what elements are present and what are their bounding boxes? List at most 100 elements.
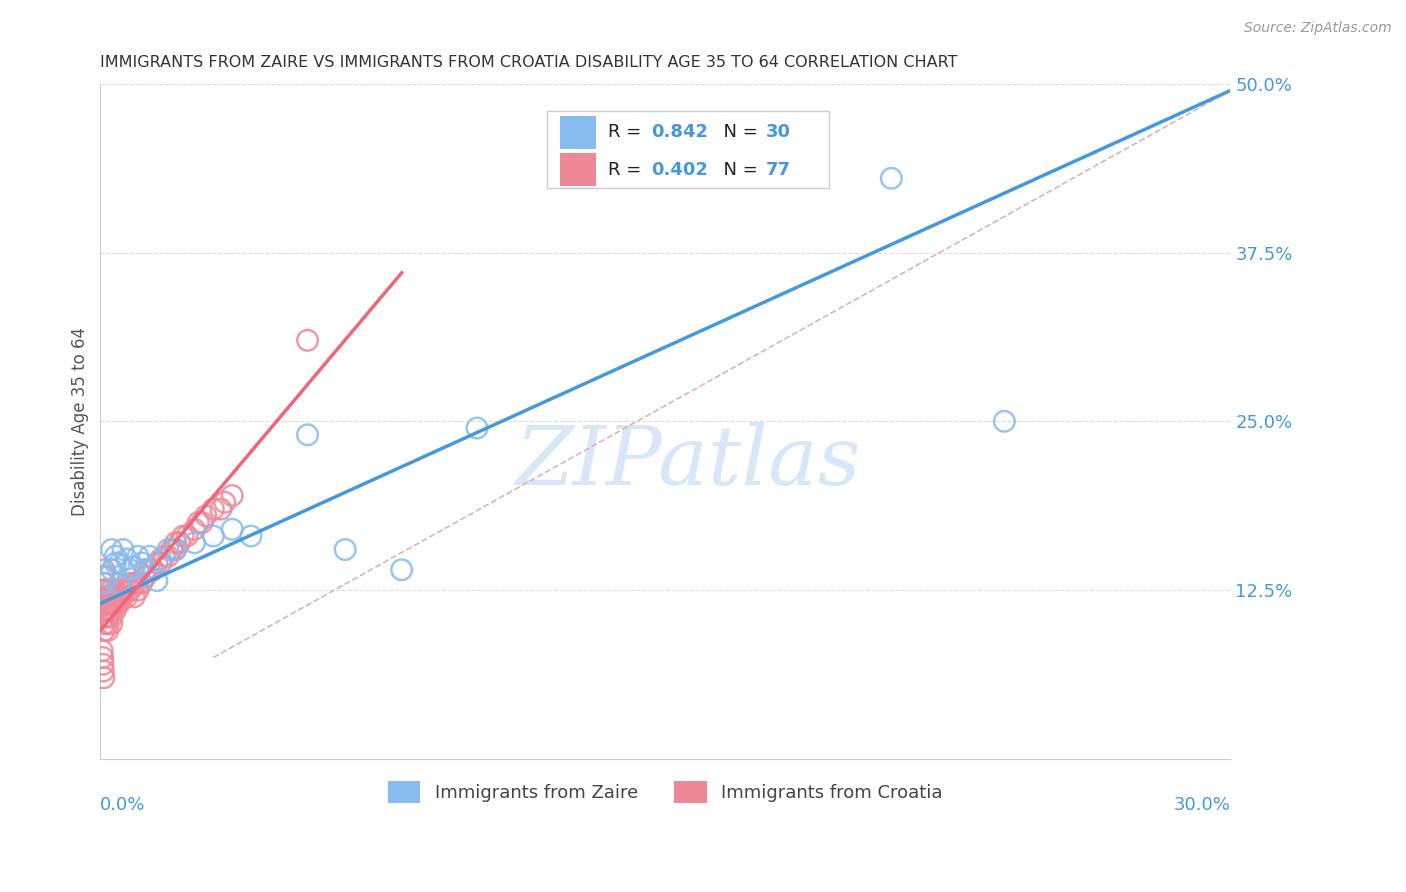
Point [183,522,205,536]
Point [127,582,149,597]
Point [297,333,319,347]
Point [108,582,131,597]
Point [98,590,121,604]
Point [97,590,120,604]
Point [135,569,157,583]
Point [172,529,194,543]
Text: R =: R = [607,161,647,178]
Text: 30.0%: 30.0% [1174,796,1230,814]
Point [165,536,187,550]
Point [391,563,413,577]
Point [108,556,131,570]
Point [191,516,214,530]
Point [94,603,117,617]
Point [104,549,127,564]
Point [115,552,138,566]
Point [120,582,142,597]
Point [93,582,115,597]
Point [214,495,236,509]
Point [111,582,134,597]
Point [153,549,176,564]
Point [104,597,127,611]
Point [100,542,122,557]
Point [93,569,115,583]
Point [110,590,132,604]
Point [93,563,115,577]
Text: Source: ZipAtlas.com: Source: ZipAtlas.com [1244,21,1392,35]
FancyBboxPatch shape [560,116,596,149]
Point [111,542,134,557]
Point [100,590,122,604]
Point [122,590,145,604]
Point [97,582,120,597]
Point [993,414,1015,428]
Text: IMMIGRANTS FROM ZAIRE VS IMMIGRANTS FROM CROATIA DISABILITY AGE 35 TO 64 CORRELA: IMMIGRANTS FROM ZAIRE VS IMMIGRANTS FROM… [100,55,957,70]
Point [297,427,319,442]
Point [100,563,122,577]
Point [93,610,115,624]
Point [880,171,903,186]
Point [169,536,191,550]
Point [146,556,169,570]
Point [104,556,127,570]
Point [122,560,145,574]
Point [122,576,145,591]
Point [94,582,117,597]
Point [187,516,209,530]
Point [104,590,127,604]
Point [135,563,157,577]
Point [209,502,232,516]
Point [108,576,131,591]
Point [149,556,172,570]
Point [93,590,115,604]
Point [160,542,183,557]
Point [93,664,115,678]
Point [146,574,169,588]
FancyBboxPatch shape [560,153,596,186]
Point [127,576,149,591]
Point [100,597,122,611]
Point [108,576,131,591]
Text: N =: N = [711,161,763,178]
Point [97,597,120,611]
Text: 0.0%: 0.0% [100,796,146,814]
Point [91,657,114,672]
Point [94,590,117,604]
Point [91,650,114,665]
Point [93,671,115,685]
Point [97,624,120,638]
Point [221,522,243,536]
Point [165,542,187,557]
Legend: Immigrants from Zaire, Immigrants from Croatia: Immigrants from Zaire, Immigrants from C… [381,774,950,811]
Text: R =: R = [607,123,647,142]
Point [104,603,127,617]
Point [93,624,115,638]
Point [176,529,198,543]
Point [93,616,115,631]
Point [165,542,187,557]
Point [94,597,117,611]
Point [202,502,225,516]
Text: 0.842: 0.842 [651,123,707,142]
Point [202,529,225,543]
Point [120,576,142,591]
Point [100,616,122,631]
Point [142,563,165,577]
Point [157,549,180,564]
Point [335,542,357,557]
Text: ZIPatlas: ZIPatlas [515,422,860,502]
Point [93,576,115,591]
Point [98,597,121,611]
Point [100,610,122,624]
Point [183,536,205,550]
Point [97,610,120,624]
Point [97,569,120,583]
Point [127,549,149,564]
Point [111,590,134,604]
Point [97,616,120,631]
Y-axis label: Disability Age 35 to 64: Disability Age 35 to 64 [72,326,89,516]
FancyBboxPatch shape [547,111,830,188]
Point [194,508,217,523]
Point [240,529,263,543]
Point [108,590,131,604]
